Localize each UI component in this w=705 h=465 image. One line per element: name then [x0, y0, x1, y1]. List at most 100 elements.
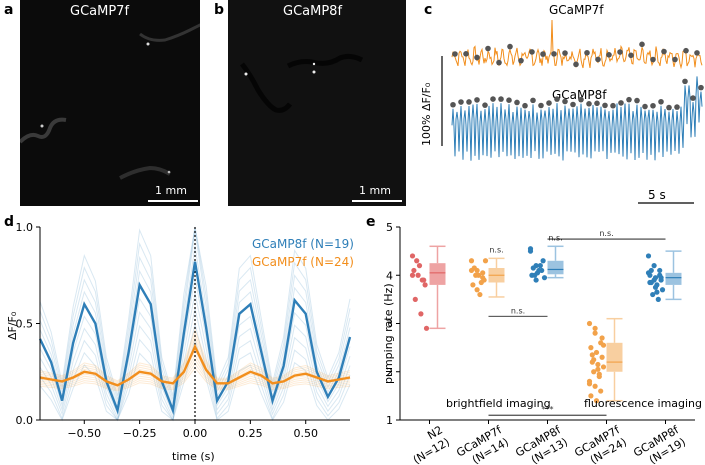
data-point — [423, 325, 430, 331]
data-point — [595, 361, 601, 368]
trace-gcamp8f — [450, 76, 704, 161]
peak-marker — [573, 61, 579, 68]
data-point — [482, 258, 489, 264]
x-tick-label: −0.50 — [67, 427, 101, 440]
peak-marker — [540, 51, 546, 57]
annotation-fluorescence: fluorescence imaging — [584, 397, 702, 410]
peak-marker — [578, 96, 584, 103]
x-tick-label-group: GCaMP8f(N=19) — [631, 423, 688, 465]
data-point — [651, 277, 657, 283]
scale-label-b: 1 mm — [359, 184, 391, 197]
peak-marker — [458, 99, 464, 105]
significance-label: n.s. — [511, 306, 525, 315]
trace-line — [451, 19, 703, 70]
data-point — [537, 263, 543, 269]
legend-gcamp7f: GCaMP7f (N=24) — [252, 255, 354, 269]
micrograph-b — [228, 0, 406, 206]
peak-marker — [514, 99, 520, 106]
data-point — [536, 267, 542, 274]
data-point — [416, 263, 423, 269]
peak-marker — [546, 100, 552, 106]
data-point — [592, 383, 598, 389]
worm-shape — [119, 165, 172, 180]
peak-marker — [506, 97, 512, 103]
data-point — [600, 342, 607, 348]
scale-bar-a — [148, 200, 198, 202]
data-point — [592, 325, 598, 331]
data-point — [655, 296, 661, 302]
data-point — [409, 253, 416, 259]
peak-marker — [507, 43, 513, 50]
data-point — [478, 279, 484, 286]
data-point — [473, 272, 479, 278]
peak-marker — [618, 100, 624, 106]
x-tick-label-group: GCaMP7f(N=14) — [454, 423, 511, 465]
peak-marker — [529, 49, 535, 55]
data-point — [419, 277, 425, 283]
data-point — [527, 248, 534, 254]
data-point — [468, 267, 475, 274]
significance-label: n.s. — [599, 229, 613, 238]
annotation-brightfield: brightfield imaging — [446, 397, 551, 410]
data-point — [647, 279, 653, 286]
data-point — [593, 349, 600, 356]
data-point — [412, 296, 418, 302]
data-point — [418, 311, 424, 317]
peak-marker — [538, 102, 544, 109]
peak-marker — [522, 102, 528, 109]
panel-d-chart: −0.50 −0.25 0.00 0.25 0.50 0.0 0.5 1.0 GCaMP8f … — [6, 221, 354, 463]
data-point — [650, 291, 656, 298]
data-point — [530, 265, 536, 271]
peak-marker — [617, 49, 623, 55]
box — [429, 263, 446, 285]
data-point — [414, 258, 420, 264]
peak-marker — [584, 49, 590, 56]
data-point — [595, 366, 601, 372]
peak-marker — [666, 104, 672, 111]
x-tick-label: −0.25 — [123, 427, 157, 440]
micrograph-b-title: GCaMP8f — [283, 4, 343, 19]
peak-marker — [562, 98, 568, 105]
peak-marker — [626, 96, 632, 103]
scale-bar-b — [352, 200, 402, 202]
peak-marker — [530, 97, 536, 104]
peak-marker — [650, 102, 656, 109]
fluorescent-spot — [146, 42, 150, 46]
peak-marker — [628, 52, 634, 59]
axes: −0.50 −0.25 0.00 0.25 0.50 0.0 0.5 1.0 — [16, 221, 350, 440]
worm-shape — [18, 117, 67, 144]
peak-marker — [683, 47, 689, 54]
data-point — [591, 357, 597, 363]
data-point — [470, 282, 476, 288]
individual-trace — [39, 336, 351, 384]
peak-marker — [474, 97, 480, 103]
peak-marker — [551, 51, 557, 57]
data-point — [422, 282, 428, 288]
x-tick-label: 0.50 — [293, 427, 318, 440]
peak-marker — [650, 56, 656, 63]
y-tick-label: 3 — [386, 318, 393, 331]
data-point — [648, 267, 654, 274]
x-tick-label: 0.25 — [238, 427, 263, 440]
data-point — [586, 381, 593, 387]
peak-marker — [466, 99, 472, 105]
peak-marker — [694, 50, 700, 56]
y-tick-label: 1 — [386, 414, 393, 427]
individual-trace — [39, 349, 351, 387]
peak-marker — [661, 48, 667, 55]
worm-shape — [139, 22, 203, 42]
data-point — [593, 398, 600, 404]
x-tick-label: 0.00 — [183, 427, 208, 440]
peak-marker — [674, 104, 680, 110]
box — [606, 342, 623, 372]
trace-label-7f: GCaMP7f — [549, 3, 604, 17]
micrograph-a-title: GCaMP7f — [70, 4, 130, 19]
significance-label: n.s. — [489, 245, 503, 254]
data-point — [480, 270, 486, 276]
peak-marker — [554, 96, 560, 102]
peak-marker — [450, 101, 456, 108]
time-scale-label: 5 s — [648, 188, 666, 202]
data-point — [411, 267, 417, 274]
plot-area — [38, 227, 352, 420]
